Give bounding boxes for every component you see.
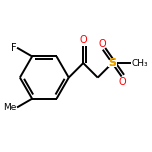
Text: Me: Me bbox=[3, 103, 17, 112]
Text: O: O bbox=[119, 77, 126, 87]
Text: O: O bbox=[98, 39, 106, 49]
Text: CH₃: CH₃ bbox=[132, 59, 149, 68]
Text: O: O bbox=[79, 35, 87, 45]
Text: S: S bbox=[108, 58, 116, 68]
Bar bbox=[108, 60, 117, 67]
Text: S: S bbox=[108, 58, 116, 68]
Text: F: F bbox=[11, 43, 16, 53]
